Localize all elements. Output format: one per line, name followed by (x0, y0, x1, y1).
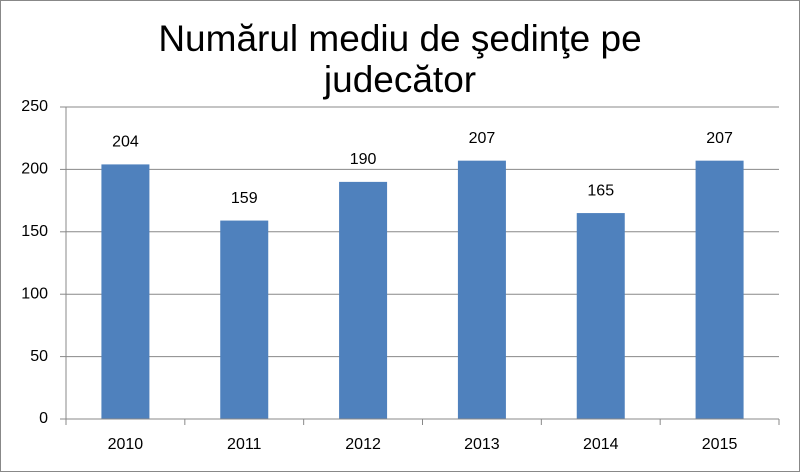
x-tick-label: 2012 (345, 436, 381, 453)
bar (101, 164, 150, 419)
bar (339, 181, 388, 419)
x-tick-label: 2011 (227, 436, 262, 453)
data-label: 165 (587, 182, 614, 199)
y-tick-label: 200 (21, 161, 48, 178)
bar (457, 160, 506, 419)
bar (576, 213, 625, 419)
y-tick-label: 150 (21, 223, 48, 240)
bar (220, 220, 269, 419)
bar (695, 160, 744, 419)
y-tick-label: 0 (39, 410, 48, 427)
chart-title: Numărul mediu de şedinţe pe judecător (158, 18, 642, 100)
y-tick-label: 50 (30, 348, 48, 365)
data-label: 207 (706, 130, 733, 147)
x-tick-label: 2015 (702, 436, 738, 453)
y-tick-label: 250 (21, 98, 48, 115)
data-label: 190 (350, 151, 377, 168)
x-tick-label: 2014 (583, 436, 619, 453)
x-tick-label: 2010 (108, 436, 144, 453)
y-tick-label: 100 (21, 285, 48, 302)
data-label: 204 (112, 134, 139, 151)
x-tick-label: 2013 (464, 436, 500, 453)
data-label: 207 (469, 130, 496, 147)
data-label: 159 (231, 190, 258, 207)
